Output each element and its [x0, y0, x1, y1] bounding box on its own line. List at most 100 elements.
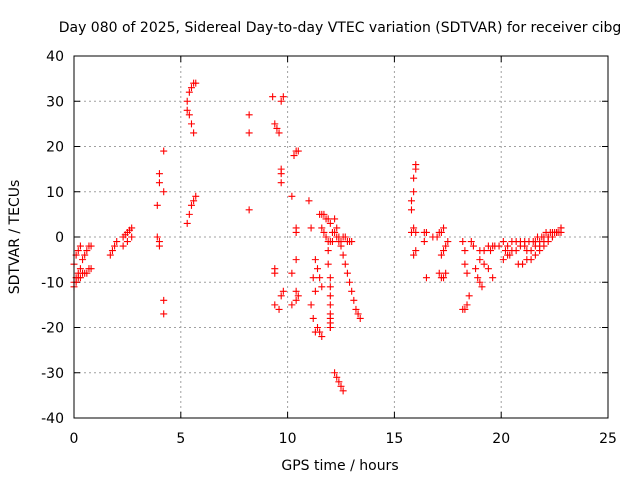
data-point: [183, 219, 191, 227]
y-tick-label: -10: [41, 275, 64, 291]
data-point: [153, 233, 161, 241]
data-point: [273, 124, 281, 132]
data-point: [433, 233, 441, 241]
data-point: [459, 238, 467, 246]
y-tick-label: 0: [55, 230, 64, 246]
data-point: [277, 97, 285, 105]
data-point: [271, 301, 279, 309]
data-point: [476, 256, 484, 264]
data-point: [314, 324, 322, 331]
data-point: [337, 238, 345, 246]
data-point: [81, 251, 89, 259]
y-tick-label: 30: [46, 94, 64, 110]
data-point: [324, 260, 332, 268]
data-point: [512, 247, 520, 255]
data-point: [557, 224, 565, 232]
data-point: [320, 210, 328, 218]
data-point: [326, 292, 334, 300]
data-point: [331, 369, 339, 377]
data-point: [333, 224, 341, 232]
data-point: [183, 97, 191, 105]
data-point: [437, 228, 445, 236]
data-point: [318, 333, 326, 341]
data-point: [322, 233, 330, 241]
data-point: [288, 301, 296, 309]
data-point: [461, 247, 469, 255]
data-point: [343, 269, 351, 277]
x-tick-label: 5: [176, 431, 185, 447]
data-point: [307, 224, 315, 232]
data-point: [113, 238, 121, 246]
data-point: [461, 260, 469, 268]
data-point: [463, 269, 471, 277]
x-tick-label: 20: [492, 431, 510, 447]
data-point: [292, 228, 300, 236]
data-point: [316, 274, 324, 282]
y-axis-label: SDTVAR / TECUs: [7, 180, 23, 295]
data-point: [277, 170, 285, 178]
axis-ticks: 0 5 10 15 20 25 -40 -30 -20 -10 0 10 20 30 40: [41, 49, 617, 447]
y-tick-label: -40: [41, 411, 64, 427]
data-point: [314, 265, 322, 273]
data-point: [331, 215, 339, 223]
data-point: [76, 265, 84, 273]
data-point: [275, 129, 283, 137]
data-point: [341, 233, 349, 241]
data-point: [307, 301, 315, 309]
data-point: [316, 328, 324, 336]
data-point: [187, 201, 195, 209]
data-point: [192, 79, 200, 87]
y-tick-label: 10: [46, 185, 64, 201]
data-point: [160, 147, 168, 155]
data-point: [275, 305, 283, 313]
data-point: [190, 197, 198, 205]
data-point: [305, 197, 313, 205]
data-point: [506, 251, 514, 259]
data-point: [442, 242, 450, 250]
data-point: [309, 314, 317, 322]
data-point: [333, 233, 341, 241]
data-point: [410, 224, 418, 232]
data-point: [277, 179, 285, 187]
data-point: [328, 238, 336, 246]
data-point: [160, 188, 168, 196]
data-point: [128, 233, 136, 241]
data-point: [185, 88, 193, 96]
data-point: [442, 269, 450, 277]
data-point: [440, 224, 448, 232]
data-point: [192, 192, 200, 200]
data-point: [311, 287, 319, 295]
data-point: [245, 111, 253, 119]
data-point: [288, 269, 296, 277]
data-point: [348, 287, 356, 295]
data-point: [339, 387, 347, 395]
data-point: [279, 287, 287, 295]
data-point: [277, 292, 285, 300]
data-point: [87, 265, 95, 273]
data-point: [185, 210, 193, 218]
data-point: [294, 292, 302, 300]
data-point: [440, 274, 448, 282]
data-point: [521, 242, 529, 250]
data-point: [527, 256, 535, 264]
data-point: [484, 265, 492, 273]
data-point: [412, 247, 420, 255]
data-point: [335, 378, 343, 386]
data-point: [318, 224, 326, 232]
plot-frame: [73, 55, 609, 419]
x-tick-label: 10: [279, 431, 297, 447]
data-point: [271, 120, 279, 128]
data-point: [499, 256, 507, 264]
data-point: [422, 228, 430, 236]
data-point: [420, 238, 428, 246]
data-point: [128, 224, 136, 232]
data-point: [324, 247, 332, 255]
data-point: [245, 129, 253, 137]
data-point: [292, 256, 300, 264]
data-point: [412, 228, 420, 236]
data-point: [487, 247, 495, 255]
data-point: [155, 242, 163, 250]
data-point: [356, 314, 364, 322]
data-point: [437, 251, 445, 259]
